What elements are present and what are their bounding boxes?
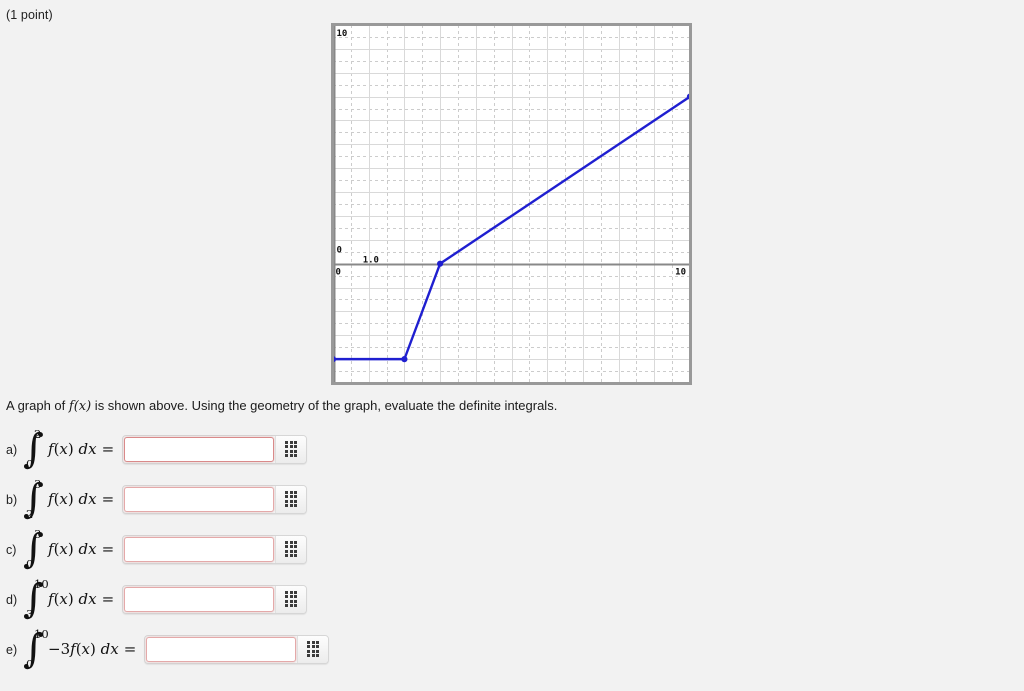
keypad-icon — [307, 640, 320, 658]
equals-sign: = — [123, 640, 137, 658]
prompt-fx: f(x) — [68, 399, 92, 414]
answer-input-e[interactable] — [146, 636, 297, 662]
svg-text:0: 0 — [336, 268, 341, 278]
integrand: −3f(x) dx — [48, 640, 119, 658]
integral-expression: ∫ 10 3 f(x) dx = — [23, 577, 115, 621]
keypad-button-e[interactable] — [297, 635, 329, 663]
keypad-icon — [285, 540, 298, 558]
equals-sign: = — [101, 490, 115, 508]
integral-sign: ∫ 10 3 — [23, 577, 49, 621]
integral-sign: ∫ 3 0 — [23, 527, 44, 571]
integral-lower-limit: 0 — [26, 657, 34, 671]
answer-input-c[interactable] — [124, 536, 275, 562]
integral-lower-limit: 2 — [26, 507, 34, 521]
keypad-button-a[interactable] — [275, 435, 307, 463]
integral-expression: ∫ 2 0 f(x) dx = — [23, 427, 115, 471]
answer-row-letter: a) — [6, 442, 18, 457]
answer-input-group — [122, 534, 308, 564]
question-prompt: A graph of f(x) is shown above. Using th… — [6, 398, 557, 414]
integral-sign: ∫ 10 0 — [23, 627, 49, 671]
point-value-label: (1 point) — [6, 8, 53, 22]
integral-glyph: ∫ — [23, 526, 44, 572]
integral-upper-limit: 10 — [34, 627, 49, 641]
svg-text:0: 0 — [337, 246, 342, 256]
integral-sign: ∫ 3 2 — [23, 477, 44, 521]
keypad-icon — [285, 440, 298, 458]
integral-sign: ∫ 2 0 — [23, 427, 44, 471]
integrand: f(x) dx — [48, 540, 97, 558]
keypad-icon — [285, 490, 298, 508]
integral-upper-limit: 2 — [34, 427, 42, 441]
integral-upper-limit: 3 — [34, 477, 42, 491]
answer-input-d[interactable] — [124, 586, 275, 612]
integral-upper-limit: 10 — [34, 577, 49, 591]
integral-glyph: ∫ — [23, 476, 44, 522]
integral-lower-limit: 3 — [26, 607, 34, 621]
integral-glyph: ∫ — [23, 626, 44, 672]
answer-input-a[interactable] — [124, 436, 275, 462]
integrand: f(x) dx — [48, 490, 97, 508]
keypad-icon — [285, 590, 298, 608]
answer-row-letter: c) — [6, 542, 17, 557]
answer-input-group — [122, 484, 308, 514]
equals-sign: = — [101, 540, 115, 558]
answer-row-d: d) ∫ 10 3 f(x) dx = — [0, 574, 1024, 624]
answer-input-group — [144, 634, 330, 664]
answer-row-c: c) ∫ 3 0 f(x) dx = — [0, 524, 1024, 574]
svg-text:10: 10 — [337, 29, 348, 39]
answer-input-group — [122, 584, 308, 614]
integrand: f(x) dx — [48, 440, 97, 458]
integral-glyph: ∫ — [23, 576, 44, 622]
integral-glyph: ∫ — [23, 426, 44, 472]
answer-row-letter: b) — [6, 492, 18, 507]
integral-expression: ∫ 3 2 f(x) dx = — [23, 477, 115, 521]
answer-input-group — [122, 434, 308, 464]
integral-expression: ∫ 3 0 f(x) dx = — [23, 527, 115, 571]
prompt-text-part2: is shown above. Using the geometry of th… — [91, 398, 558, 413]
answer-row-b: b) ∫ 3 2 f(x) dx = — [0, 474, 1024, 524]
equals-sign: = — [101, 590, 115, 608]
integral-upper-limit: 3 — [34, 527, 42, 541]
answer-row-a: a) ∫ 2 0 f(x) dx = — [0, 424, 1024, 474]
answer-row-letter: d) — [6, 592, 18, 607]
answer-input-b[interactable] — [124, 486, 275, 512]
equals-sign: = — [101, 440, 115, 458]
svg-text:1.0: 1.0 — [363, 256, 379, 266]
svg-text:10: 10 — [675, 268, 686, 278]
keypad-button-d[interactable] — [275, 585, 307, 613]
keypad-button-c[interactable] — [275, 535, 307, 563]
graph-svg: 10 0 0 1.0 10 — [331, 23, 692, 385]
answers-list: a) ∫ 2 0 f(x) dx = b) ∫ 3 2 f(x) dx = c) ∫ 3 0 f(x) dx = d… — [0, 424, 1024, 674]
keypad-button-b[interactable] — [275, 485, 307, 513]
integral-lower-limit: 0 — [26, 457, 34, 471]
integrand: f(x) dx — [48, 590, 97, 608]
answer-row-letter: e) — [6, 642, 18, 657]
answer-row-e: e) ∫ 10 0 −3f(x) dx = — [0, 624, 1024, 674]
function-graph: 10 0 0 1.0 10 — [331, 23, 692, 385]
integral-expression: ∫ 10 0 −3f(x) dx = — [23, 627, 137, 671]
integral-lower-limit: 0 — [26, 557, 34, 571]
prompt-text-part1: A graph of — [6, 398, 69, 413]
